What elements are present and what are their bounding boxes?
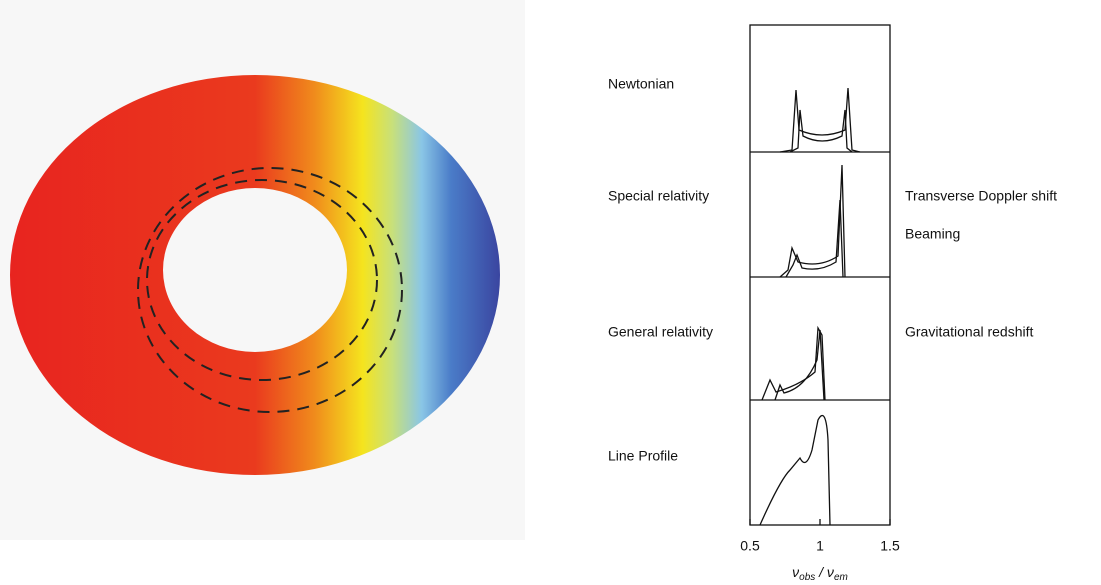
x-tick-label: 1.5 bbox=[880, 538, 900, 554]
profile-curve bbox=[785, 199, 844, 278]
label-part: em bbox=[834, 572, 848, 583]
profile-curve bbox=[789, 109, 853, 153]
annotation: Gravitational redshift bbox=[905, 324, 1034, 340]
panel-label: Line Profile bbox=[608, 448, 678, 464]
x-tick-label: 0.5 bbox=[740, 538, 760, 554]
panels bbox=[749, 24, 891, 526]
accretion-disk bbox=[10, 75, 500, 475]
profile-curve bbox=[759, 414, 831, 526]
profile-curve bbox=[779, 164, 846, 278]
dashed-orbit bbox=[137, 167, 403, 413]
profile-curve bbox=[774, 329, 825, 401]
dashed-orbit bbox=[146, 179, 378, 381]
panel-label: Newtonian bbox=[608, 76, 674, 92]
panel-frame bbox=[749, 24, 891, 526]
label-part: obs bbox=[799, 572, 815, 583]
profile-curve bbox=[761, 325, 826, 401]
annotation: Beaming bbox=[905, 226, 960, 242]
x-tick-label: 1 bbox=[816, 538, 824, 554]
panel-label: Special relativity bbox=[608, 188, 709, 204]
label-part: / ν bbox=[815, 564, 834, 580]
annotation: Transverse Doppler shift bbox=[905, 188, 1057, 204]
x-axis: 0.5 1 1.5 bbox=[740, 519, 900, 554]
panel-label: General relativity bbox=[608, 324, 713, 340]
profile-curve bbox=[779, 87, 861, 153]
x-axis-label: νobs / νem bbox=[792, 564, 848, 583]
label-part: ν bbox=[792, 564, 799, 580]
